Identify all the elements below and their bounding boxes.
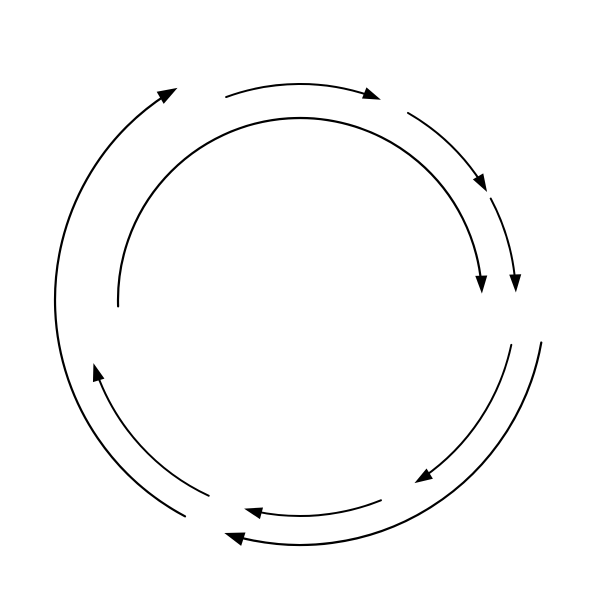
arrowhead-icon	[362, 87, 381, 99]
arc-segment	[118, 118, 481, 306]
arrowhead-icon	[473, 173, 487, 192]
arrowhead-icon	[157, 88, 178, 104]
arc-segment	[423, 345, 511, 477]
circular-arrows-diagram	[0, 0, 600, 600]
arc-segment	[408, 113, 481, 183]
arc-segment	[55, 94, 185, 516]
arrowhead-icon	[224, 533, 245, 546]
arrowhead-icon	[509, 274, 521, 292]
arrowhead-icon	[475, 275, 487, 293]
arrowhead-icon	[93, 363, 104, 382]
arc-segment	[226, 84, 371, 97]
arrowhead-icon	[244, 508, 263, 520]
arc-segment	[255, 500, 381, 516]
arc-segment	[491, 199, 515, 282]
arrowhead-icon	[414, 469, 432, 484]
arc-segment	[97, 373, 209, 495]
